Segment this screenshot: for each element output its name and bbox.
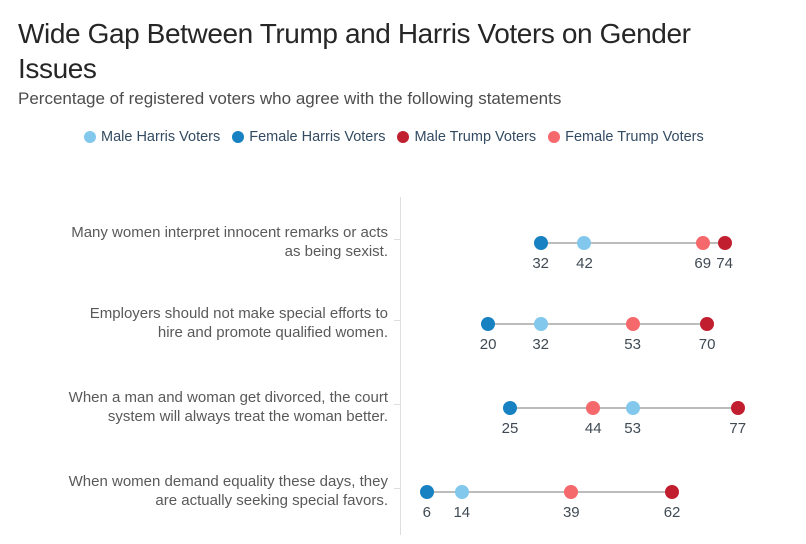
dot-female_trump[interactable] [625,317,640,331]
chart-title: Wide Gap Between Trump and Harris Voters… [18,16,788,86]
row-label-line: are actually seeking special favors. [155,491,388,509]
legend-item-male_trump[interactable]: Male Trump Voters [397,129,536,145]
axis-tick [394,239,400,240]
legend-label: Male Harris Voters [101,129,221,145]
row-label-line: system will always treat the woman bette… [107,407,388,425]
value-label: 32 [532,255,549,272]
legend-swatch-male_trump [397,131,410,143]
dot-female_harris[interactable] [419,485,434,499]
dot-male_harris[interactable] [454,485,469,499]
dot-female_trump[interactable] [586,401,601,415]
legend-label: Female Harris Voters [249,129,386,145]
row-label: When a man and woman get divorced, the c… [30,389,388,426]
connector-line [488,323,708,325]
legend-item-female_trump[interactable]: Female Trump Voters [548,129,704,145]
legend-swatch-female_trump [548,131,561,143]
value-label: 42 [576,255,593,272]
value-label: 62 [663,504,681,521]
legend-label: Female Trump Voters [565,129,704,145]
value-label: 70 [698,336,716,353]
value-label: 32 [532,336,549,353]
row-label-line: Many women interpret innocent remarks or… [71,224,388,241]
row-label: When women demand equality these days, t… [30,473,388,510]
dot-female_harris[interactable] [503,401,517,415]
dot-male_trump[interactable] [717,236,732,250]
value-label: 53 [624,336,641,353]
value-label: 74 [716,255,733,272]
value-label: 6 [422,504,431,521]
legend-item-female_harris[interactable]: Female Harris Voters [232,129,385,145]
legend-swatch-male_harris [84,131,96,143]
row-label-line: Employers should not make special effort… [89,305,388,322]
chart-subtitle: Percentage of registered voters who agre… [18,89,562,108]
axis-tick [394,320,400,321]
row-label-line: hire and promote qualified women. [157,323,388,341]
value-axis-line [400,197,401,535]
row-label: Many women interpret innocent remarks or… [30,224,388,261]
legend: Male Harris Voters Female Harris Voters Ma… [84,129,704,145]
dot-male_trump[interactable] [730,401,745,415]
dot-male_trump[interactable] [665,485,680,499]
connector-line [426,491,673,493]
connector-line [540,242,725,244]
value-label: 14 [453,504,471,521]
value-label: 20 [479,336,497,353]
dot-male_harris[interactable] [625,401,640,415]
axis-tick [394,488,400,489]
axis-tick [394,404,400,405]
dot-male_harris[interactable] [533,317,548,331]
legend-item-male_harris[interactable]: Male Harris Voters [84,129,220,145]
legend-swatch-female_harris [232,131,245,143]
value-label: 39 [562,504,580,521]
value-label: 69 [694,255,712,272]
row-label-line: When a man and woman get divorced, the c… [68,389,388,406]
dot-female_trump[interactable] [695,236,710,250]
value-label: 44 [584,420,602,437]
dot-female_trump[interactable] [564,485,579,499]
value-label: 53 [624,420,641,437]
dot-female_harris[interactable] [481,317,496,331]
dot-male_harris[interactable] [577,236,592,250]
chart-title-line1: Wide Gap Between Trump and Harris Voters… [18,18,691,49]
value-label: 77 [729,420,747,437]
value-label: 25 [501,420,519,437]
row-label: Employers should not make special effort… [30,305,388,342]
connector-line [510,407,738,409]
row-label-line: as being sexist. [284,242,388,260]
chart-title-line2: Issues [18,53,97,84]
dot-female_harris[interactable] [533,236,548,250]
dot-male_trump[interactable] [700,317,715,331]
legend-label: Male Trump Voters [414,129,537,145]
row-label-line: When women demand equality these days, t… [68,473,388,490]
